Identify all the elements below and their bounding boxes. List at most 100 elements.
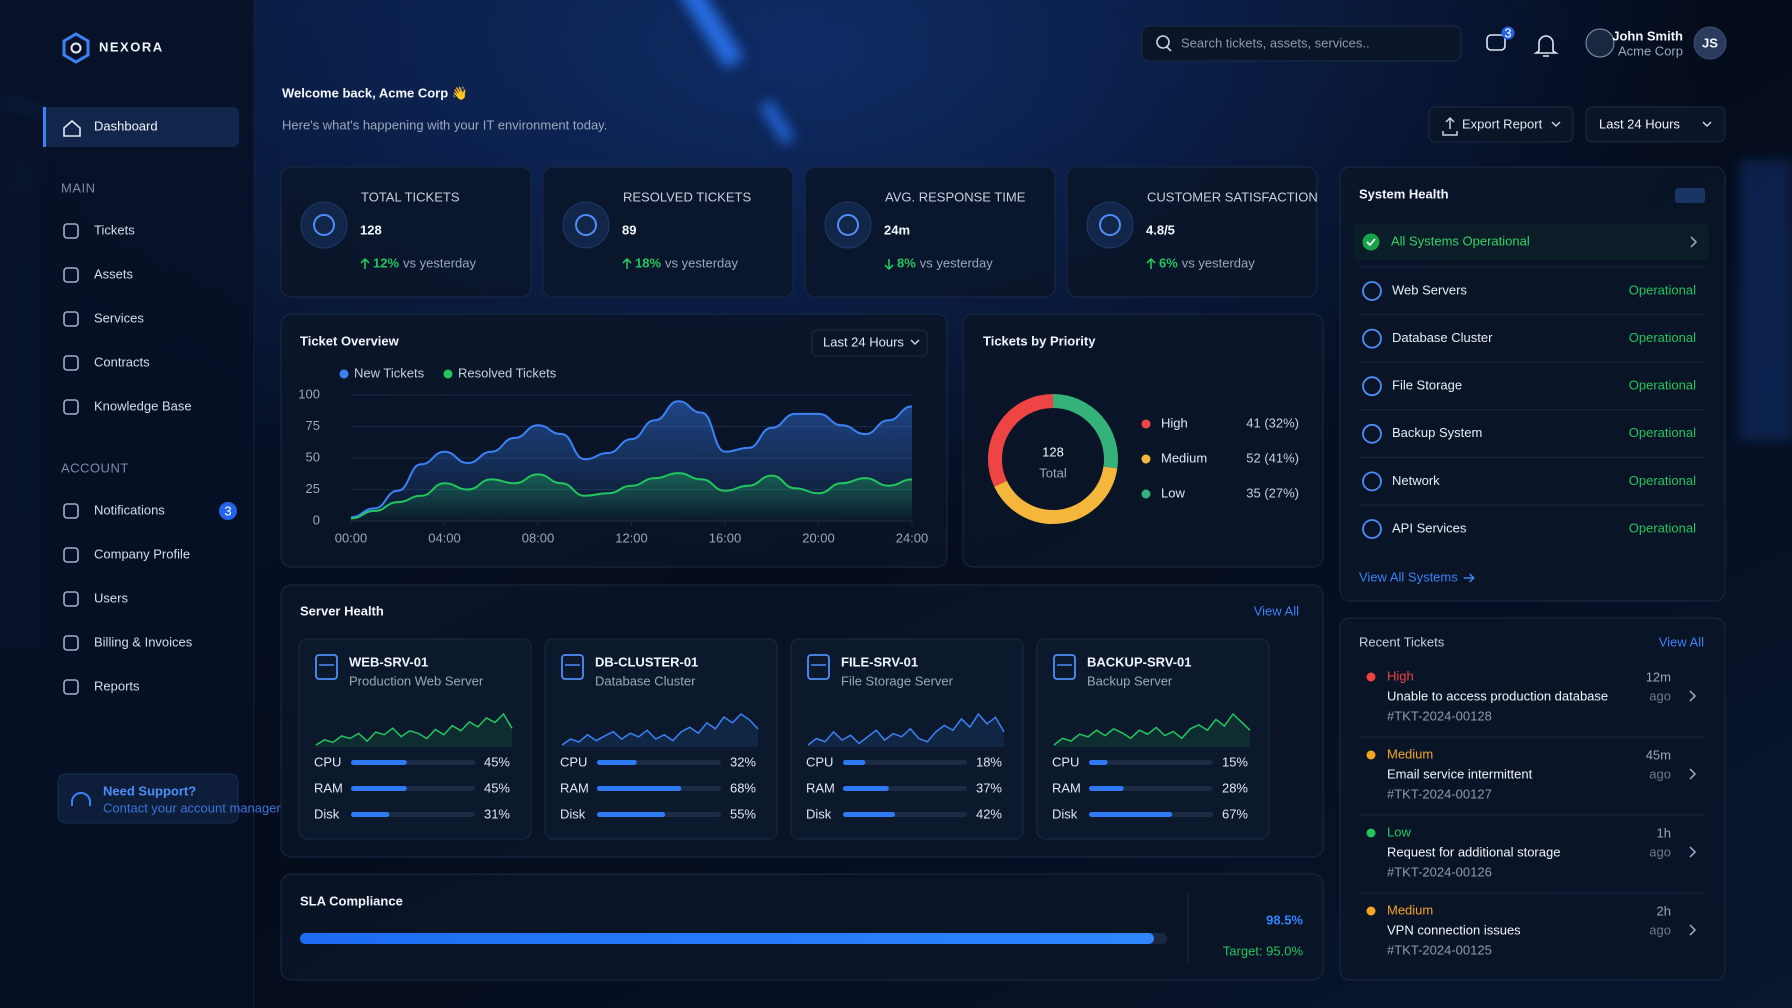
chart-dropdown[interactable] bbox=[811, 329, 928, 357]
metric-value: 15% bbox=[1222, 754, 1248, 769]
ticket-priority: Medium bbox=[1387, 902, 1433, 917]
headset-icon bbox=[71, 792, 91, 806]
metric-label: RAM bbox=[560, 780, 589, 795]
kpi-change-suffix: vs yesterday bbox=[920, 255, 993, 270]
nav-item[interactable]: Services bbox=[94, 310, 144, 325]
chevron-right-icon bbox=[1689, 924, 1697, 936]
chat-badge bbox=[1501, 26, 1515, 40]
kpi-change-suffix: vs yesterday bbox=[665, 255, 738, 270]
system-name: Web Servers bbox=[1392, 282, 1467, 297]
kpi-trend-arrow bbox=[622, 257, 632, 269]
view-all-link[interactable]: View All Systems bbox=[1359, 569, 1458, 584]
nav-item[interactable]: Reports bbox=[94, 678, 140, 693]
export-label: Export Report bbox=[1462, 116, 1543, 131]
kpi-card bbox=[280, 166, 532, 298]
ticket-time: 2h bbox=[1657, 903, 1671, 918]
search-placeholder: Search tickets, assets, services.. bbox=[1181, 35, 1370, 50]
system-icon bbox=[1362, 281, 1382, 301]
system-icon bbox=[1362, 328, 1382, 349]
icon bbox=[63, 223, 79, 239]
sparkline bbox=[807, 712, 1005, 746]
bell-icon[interactable] bbox=[1533, 35, 1559, 57]
support-box[interactable] bbox=[57, 773, 239, 824]
metric-label: CPU bbox=[806, 754, 833, 769]
server-description: File Storage Server bbox=[841, 673, 954, 688]
metric-value: 37% bbox=[976, 780, 1002, 795]
metric-bar bbox=[351, 812, 390, 817]
ticket-title[interactable]: Unable to access production database bbox=[1387, 688, 1608, 703]
sparkline bbox=[1053, 712, 1251, 746]
legend-label: Low bbox=[1161, 485, 1185, 500]
metric-bar bbox=[1089, 760, 1108, 765]
chat-badge-count: 3 bbox=[1504, 25, 1511, 40]
chevron-right-icon bbox=[1689, 690, 1697, 702]
data-label: 52 (41%) bbox=[1246, 450, 1299, 465]
range-label: Last 24 Hours bbox=[1599, 116, 1680, 131]
sparkline-area bbox=[562, 714, 758, 747]
donut-segment bbox=[994, 466, 1118, 524]
chat-icon[interactable] bbox=[1486, 34, 1506, 51]
y-tick-label: 50 bbox=[306, 449, 320, 464]
ticket-id: #TKT-2024-00127 bbox=[1387, 786, 1492, 801]
system-icon bbox=[1362, 471, 1382, 492]
view-all-link[interactable]: View All bbox=[1254, 603, 1299, 618]
search-box[interactable] bbox=[1141, 25, 1462, 62]
system-name: API Services bbox=[1392, 520, 1467, 535]
metric-value: 42% bbox=[976, 806, 1002, 821]
kpi-value: 24m bbox=[884, 222, 910, 237]
nav-item[interactable]: Tickets bbox=[94, 222, 135, 237]
legend-swatch bbox=[339, 369, 349, 379]
kpi-change: 18% bbox=[635, 255, 661, 270]
ticket-priority: High bbox=[1387, 668, 1414, 683]
donut-segment bbox=[1052, 394, 1118, 469]
metric-label: RAM bbox=[314, 780, 343, 795]
metric-value: 18% bbox=[976, 754, 1002, 769]
system-name: File Storage bbox=[1392, 378, 1462, 393]
icon bbox=[63, 635, 79, 651]
series-line bbox=[350, 472, 913, 520]
view-all-link[interactable]: View All bbox=[1659, 634, 1704, 649]
legend-label: Resolved Tickets bbox=[458, 365, 557, 380]
nav-item[interactable]: Assets bbox=[94, 266, 134, 281]
kpi-icon bbox=[313, 214, 335, 236]
ticket-title[interactable]: Email service intermittent bbox=[1387, 766, 1533, 781]
system-icon bbox=[1362, 519, 1382, 539]
kpi-value: 89 bbox=[622, 222, 636, 237]
metric-label: Disk bbox=[560, 806, 586, 821]
legend-swatch bbox=[443, 369, 453, 379]
range-button[interactable] bbox=[1585, 106, 1726, 143]
badge-count: 3 bbox=[224, 503, 231, 518]
nav-item[interactable]: Notifications bbox=[94, 502, 165, 517]
kpi-trend-arrow bbox=[1146, 257, 1156, 269]
export-button[interactable] bbox=[1428, 106, 1574, 143]
priority-dot bbox=[1366, 672, 1376, 682]
metric-value: 31% bbox=[484, 806, 510, 821]
section-title: SLA Compliance bbox=[300, 893, 403, 908]
ticket-title[interactable]: VPN connection issues bbox=[1387, 922, 1521, 937]
x-tick-label: 04:00 bbox=[428, 530, 461, 545]
user-avatar[interactable] bbox=[1693, 26, 1727, 60]
ticket-title[interactable]: Request for additional storage bbox=[1387, 844, 1560, 859]
search-icon-handle bbox=[1166, 46, 1172, 52]
metric-bar bbox=[597, 786, 682, 791]
expand-icon[interactable] bbox=[1675, 188, 1705, 203]
metric-value: 28% bbox=[1222, 780, 1248, 795]
icon bbox=[63, 679, 79, 695]
nav-active[interactable] bbox=[43, 107, 239, 147]
nav-item[interactable]: Billing & Invoices bbox=[94, 634, 193, 649]
metric-label: CPU bbox=[1052, 754, 1079, 769]
metric-bar bbox=[843, 786, 889, 791]
server-name: FILE-SRV-01 bbox=[841, 654, 918, 669]
nav-item[interactable]: Knowledge Base bbox=[94, 398, 192, 413]
ticket-time: 12m bbox=[1646, 669, 1671, 684]
legend-swatch bbox=[1141, 489, 1151, 499]
nav-item[interactable]: Company Profile bbox=[94, 546, 190, 561]
y-tick-label: 25 bbox=[306, 481, 320, 496]
nav-item[interactable]: Contracts bbox=[94, 354, 150, 369]
search-icon bbox=[1156, 35, 1170, 49]
system-status: Operational bbox=[1629, 282, 1696, 297]
nav-item[interactable]: Users bbox=[94, 590, 128, 605]
nav-item: Dashboard bbox=[94, 118, 158, 133]
ticket-time-suffix: ago bbox=[1649, 766, 1671, 781]
